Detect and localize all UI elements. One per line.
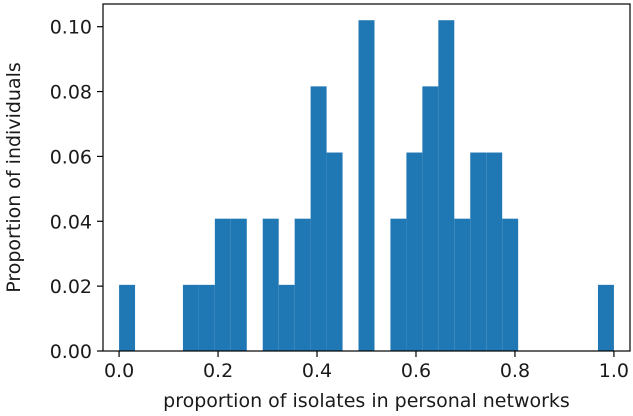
histogram-bar [326, 152, 343, 351]
histogram-bar [470, 152, 487, 351]
y-tick-label: 0.10 [50, 17, 92, 39]
histogram-bar [358, 20, 375, 351]
y-axis-label: Proportion of individuals [3, 62, 25, 293]
histogram-bar [230, 218, 247, 351]
x-tick-label: 0.8 [500, 360, 530, 382]
x-tick-label: 1.0 [599, 360, 629, 382]
histogram-bar [278, 284, 295, 351]
y-tick-label: 0.08 [50, 82, 92, 104]
x-tick-label: 0.0 [104, 360, 134, 382]
x-axis-label: proportion of isolates in personal netwo… [163, 390, 570, 412]
x-axis: 0.0 0.2 0.4 0.6 0.8 1.0 [104, 351, 629, 382]
histogram-bar [438, 20, 455, 351]
bars-group [119, 20, 614, 352]
histogram-bar [502, 218, 519, 351]
histogram-bar [486, 152, 503, 351]
y-tick-label: 0.04 [50, 211, 92, 233]
histogram-bar [262, 218, 279, 351]
x-tick-label: 0.4 [302, 360, 332, 382]
histogram-bar [597, 284, 614, 351]
histogram-bar [406, 152, 423, 351]
y-tick-label: 0.06 [50, 146, 92, 168]
y-tick-label: 0.00 [50, 341, 92, 363]
histogram-bar [422, 86, 439, 352]
y-axis: 0.00 0.02 0.04 0.06 0.08 0.10 [50, 17, 103, 363]
histogram-bar [198, 284, 215, 351]
histogram-bar [454, 218, 471, 351]
histogram-bar [182, 284, 199, 351]
histogram-bar [294, 218, 311, 351]
x-tick-label: 0.6 [401, 360, 431, 382]
y-tick-label: 0.02 [50, 276, 92, 298]
histogram-bar [119, 284, 136, 351]
histogram-bar [214, 218, 231, 351]
histogram-bar [390, 218, 407, 351]
x-tick-label: 0.2 [203, 360, 233, 382]
histogram-bar [310, 86, 327, 352]
plot-frame [102, 3, 631, 352]
